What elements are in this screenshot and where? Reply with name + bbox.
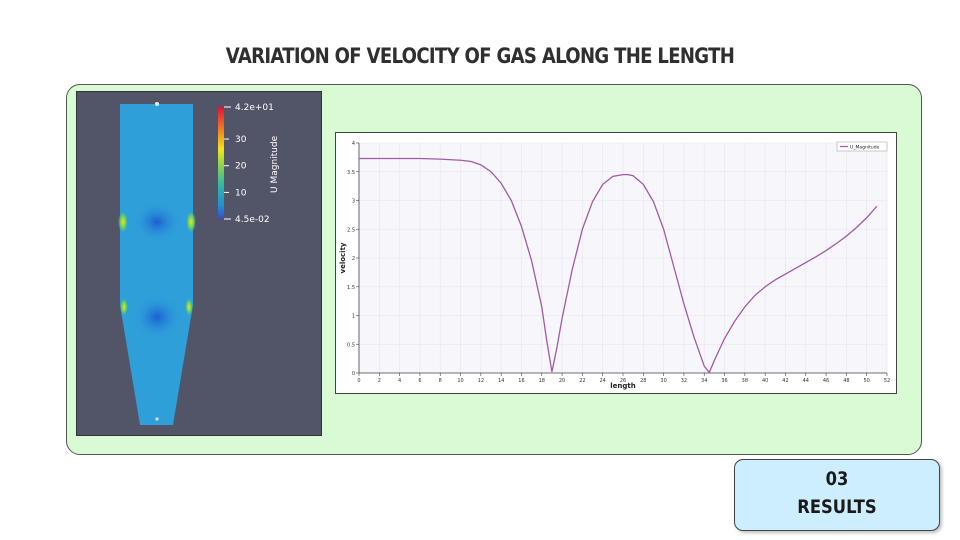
high-velocity-spot bbox=[185, 298, 193, 316]
x-tick-label: 48 bbox=[843, 378, 849, 384]
colorbar-max-label: 4.2e+01 bbox=[235, 103, 274, 113]
legend-box bbox=[836, 141, 888, 152]
x-tick-label: 38 bbox=[742, 378, 748, 384]
x-tick-label: 20 bbox=[559, 378, 565, 384]
x-tick-label: 36 bbox=[721, 378, 727, 384]
y-tick-label: 3 bbox=[352, 199, 355, 205]
low-velocity-core-upper bbox=[133, 202, 181, 242]
x-tick-label: 16 bbox=[518, 378, 524, 384]
x-tick-label: 14 bbox=[498, 378, 504, 384]
y-tick-label: 4 bbox=[352, 141, 355, 147]
colorbar-ticks: 30 20 10 bbox=[224, 106, 247, 220]
x-tick-label: 0 bbox=[357, 378, 360, 384]
colorbar-title: U Magnitude bbox=[270, 135, 280, 193]
slide-title: VARIATION OF VELOCITY OF GAS ALONG THE L… bbox=[225, 44, 735, 68]
legend: U_Magnitude bbox=[836, 141, 888, 152]
section-number: 03 bbox=[825, 468, 849, 490]
y-tick-label: 1 bbox=[352, 314, 355, 320]
x-tick-label: 22 bbox=[579, 378, 585, 384]
x-tick-label: 42 bbox=[782, 378, 788, 384]
simulation-contour-view: 30 20 10 4.2e+01 4.5e-02 U Magnitude bbox=[76, 91, 322, 436]
y-axis-label: velocity bbox=[339, 242, 347, 273]
high-velocity-spot bbox=[118, 211, 128, 233]
y-tick-label: 0.5 bbox=[347, 342, 355, 348]
x-tick-label: 44 bbox=[803, 378, 809, 384]
x-tick-label: 40 bbox=[762, 378, 768, 384]
x-tick-label: 8 bbox=[439, 378, 442, 384]
x-tick-label: 28 bbox=[640, 378, 646, 384]
high-velocity-spot bbox=[186, 211, 196, 233]
inlet-marker bbox=[155, 102, 159, 106]
x-tick-label: 18 bbox=[539, 378, 545, 384]
x-tick-label: 6 bbox=[418, 378, 421, 384]
outlet-marker bbox=[155, 417, 159, 421]
series-line-u-magnitude bbox=[359, 157, 878, 374]
x-tick-label: 46 bbox=[823, 378, 829, 384]
legend-label: U_Magnitude bbox=[850, 145, 880, 151]
x-tick-label: 50 bbox=[864, 378, 870, 384]
high-velocity-spot bbox=[120, 298, 128, 316]
x-tick-label: 32 bbox=[681, 378, 687, 384]
x-tick-label: 24 bbox=[600, 378, 606, 384]
simulation-svg: 30 20 10 4.2e+01 4.5e-02 U Magnitude bbox=[118, 102, 280, 425]
y-tick-label: 3.5 bbox=[347, 170, 355, 176]
section-label: RESULTS bbox=[797, 496, 877, 518]
x-tick-label: 30 bbox=[660, 378, 666, 384]
y-tick-label: 2.5 bbox=[347, 227, 355, 233]
section-badge: 03 RESULTS bbox=[734, 459, 940, 531]
colorbar-tick-label: 20 bbox=[235, 162, 247, 172]
chart-svg: 0 2 4 6 8 10 12 14 16 18 20 22 24 26 28 30 32 34 36 38 40 42 4… bbox=[339, 141, 890, 390]
colorbar bbox=[218, 107, 224, 219]
x-tick-label: 34 bbox=[701, 378, 707, 384]
y-tick-label: 2 bbox=[352, 256, 355, 262]
low-velocity-core-lower bbox=[133, 295, 181, 339]
x-tick-label: 12 bbox=[478, 378, 484, 384]
x-tick-label: 52 bbox=[884, 378, 890, 384]
x-tick-label: 2 bbox=[378, 378, 381, 384]
domain-shape bbox=[120, 104, 193, 425]
x-axis-label: length bbox=[610, 382, 635, 390]
x-ticks: 0 2 4 6 8 10 12 14 16 18 20 22 24 26 28 30 32 34 36 38 40 42 4… bbox=[357, 373, 890, 384]
x-tick-label: 26 bbox=[620, 378, 626, 384]
y-tick-label: 0 bbox=[352, 371, 355, 377]
x-tick-label: 10 bbox=[457, 378, 463, 384]
colorbar-min-label: 4.5e-02 bbox=[235, 215, 270, 225]
x-tick-label: 4 bbox=[398, 378, 401, 384]
y-ticks: 0 0.5 1 1.5 2 2.5 3 3.5 4 bbox=[347, 141, 359, 377]
colorbar-tick-label: 10 bbox=[235, 188, 247, 198]
y-tick-label: 1.5 bbox=[347, 285, 355, 291]
velocity-line-chart: 0 2 4 6 8 10 12 14 16 18 20 22 24 26 28 30 32 34 36 38 40 42 4… bbox=[335, 132, 897, 394]
colorbar-tick-label: 30 bbox=[235, 135, 247, 145]
